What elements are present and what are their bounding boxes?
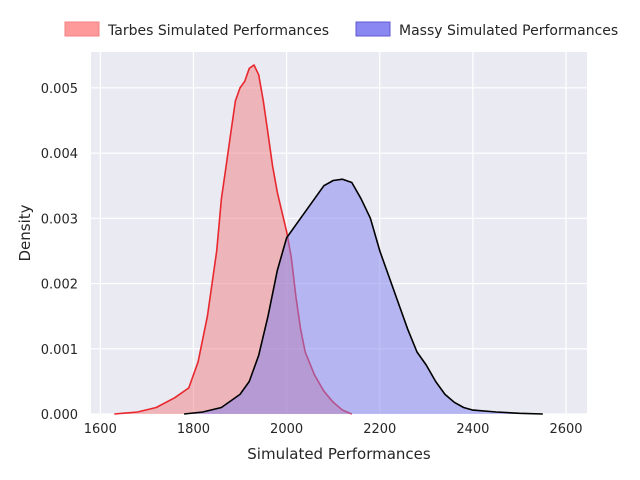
x-tick-label: 1800 bbox=[177, 422, 210, 437]
y-axis-title: Density bbox=[16, 204, 34, 261]
x-axis-ticks: 1600 1800 2000 2200 2400 2600 bbox=[84, 422, 583, 437]
legend: Tarbes Simulated Performances Massy Simu… bbox=[64, 21, 618, 39]
x-tick-label: 2200 bbox=[363, 422, 396, 437]
series-layer bbox=[114, 64, 543, 415]
series-area-massy bbox=[184, 179, 543, 414]
legend-label-massy: Massy Simulated Performances bbox=[399, 23, 618, 39]
legend-swatch-massy bbox=[355, 21, 391, 37]
series-line-massy bbox=[184, 178, 543, 415]
y-axis-ticks: 0.000 0.001 0.002 0.003 0.004 0.005 bbox=[41, 82, 78, 423]
legend-label-tarbes: Tarbes Simulated Performances bbox=[107, 23, 329, 39]
x-tick-label: 2400 bbox=[456, 422, 489, 437]
y-tick-label: 0.000 bbox=[41, 408, 78, 423]
x-tick-label: 1600 bbox=[84, 422, 117, 437]
y-tick-label: 0.004 bbox=[41, 147, 78, 162]
y-tick-label: 0.003 bbox=[41, 212, 78, 227]
x-tick-label: 2600 bbox=[549, 422, 582, 437]
legend-swatch-tarbes bbox=[64, 21, 100, 37]
x-tick-label: 2000 bbox=[270, 422, 303, 437]
x-axis-title: Simulated Performances bbox=[247, 445, 431, 463]
y-tick-label: 0.002 bbox=[41, 278, 78, 293]
y-tick-label: 0.001 bbox=[41, 343, 78, 358]
y-tick-label: 0.005 bbox=[41, 82, 78, 97]
